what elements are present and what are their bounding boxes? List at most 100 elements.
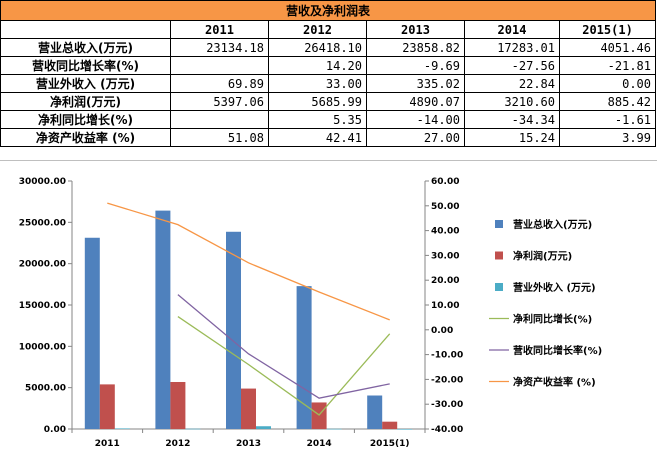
- column-header: 2014: [464, 20, 560, 39]
- table-cell: 5685.99: [268, 92, 367, 111]
- series-line: [177, 315, 391, 416]
- right-axis-tick-label: -40.00: [431, 425, 463, 435]
- table-title: 营收及净利润表: [0, 0, 657, 21]
- table-cell: 3.99: [558, 128, 657, 147]
- x-axis-tick-label: 2015(1): [370, 439, 410, 449]
- x-axis-tick-label: 2013: [236, 439, 261, 449]
- legend-label: 营业外收入 (万元): [513, 281, 596, 294]
- series-line: [177, 294, 390, 399]
- right-axis-tick-label: 60.00: [431, 177, 459, 187]
- combo-chart: 0.00 5000.00 10000.00 15000.00 20000.00 25000…: [0, 160, 657, 453]
- legend-label: 营业总收入(万元): [513, 218, 592, 231]
- column-header: 2012: [268, 20, 367, 39]
- bar: [296, 286, 312, 429]
- table-cell: 26418.10: [268, 38, 367, 57]
- table-cell: 5.35: [268, 110, 367, 129]
- left-axis-tick-label: 0.00: [44, 425, 66, 435]
- table-cell: 4890.07: [366, 92, 465, 111]
- right-axis-tick-label: 10.00: [431, 301, 459, 311]
- bar: [114, 428, 130, 430]
- bar: [170, 381, 186, 429]
- x-axis-tick-label: 2014: [307, 439, 332, 449]
- row-label: 净资产收益率 (%): [0, 128, 171, 147]
- bar: [397, 429, 413, 430]
- legend-label: 净资产收益率 (%): [513, 376, 596, 389]
- header-empty-cell: [0, 20, 171, 39]
- table-cell: -27.56: [464, 56, 560, 75]
- x-axis-tick-label: 2011: [95, 439, 120, 449]
- table-cell: -9.69: [366, 56, 465, 75]
- table-cell: -34.34: [464, 110, 560, 129]
- table-cell: -1.61: [558, 110, 657, 129]
- bar: [382, 421, 398, 429]
- table-row: 营收同比增长率(%) 14.20 -9.69 -27.56 -21.81: [0, 56, 657, 75]
- row-label: 营业总收入(万元): [0, 38, 171, 57]
- series-line: [107, 202, 390, 321]
- row-label: 营收同比增长率(%): [0, 56, 171, 75]
- right-axis-tick-label: 40.00: [431, 227, 459, 237]
- table-row: 净资产收益率 (%) 51.08 42.41 27.00 15.24 3.99: [0, 128, 657, 147]
- column-header: 2011: [170, 20, 269, 39]
- table-cell: 15.24: [464, 128, 560, 147]
- row-label: 营业外收入 (万元): [0, 74, 171, 93]
- table-cell: 23858.82: [366, 38, 465, 57]
- bar: [185, 428, 201, 430]
- right-axis-tick-label: 50.00: [431, 202, 459, 212]
- financial-table: 营收及净利润表 2011 2012 2013 2014 2015(1) 营业总收…: [0, 0, 657, 147]
- legend-swatch: [495, 251, 503, 260]
- table-cell: 335.02: [366, 74, 465, 93]
- table-cell: 3210.60: [464, 92, 560, 111]
- bar: [367, 395, 383, 429]
- table-cell: 42.41: [268, 128, 367, 147]
- chart-canvas: 0.00 5000.00 10000.00 15000.00 20000.00 25000…: [19, 177, 602, 449]
- table-cell: [170, 56, 269, 75]
- table-cell: 5397.06: [170, 92, 269, 111]
- bar: [241, 388, 256, 429]
- table-cell: 27.00: [366, 128, 465, 147]
- row-label: 净利润(万元): [0, 92, 171, 111]
- row-label: 净利同比增长(%): [0, 110, 171, 129]
- left-axis-tick-label: 5000.00: [25, 384, 66, 394]
- table-cell: 17283.01: [464, 38, 560, 57]
- table-cell: 14.20: [268, 56, 367, 75]
- right-axis-tick-label: 30.00: [431, 251, 459, 261]
- bar: [84, 237, 100, 429]
- right-axis-tick-label: -20.00: [431, 375, 463, 385]
- table-cell: 69.89: [170, 74, 269, 93]
- right-axis-tick-label: 20.00: [431, 276, 459, 286]
- bar: [99, 384, 115, 429]
- right-axis-tick-label: 0.00: [431, 326, 453, 336]
- table-cell: 22.84: [464, 74, 560, 93]
- table-header-row: 2011 2012 2013 2014 2015(1): [0, 20, 657, 39]
- legend-label: 净利同比增长(%): [513, 313, 592, 326]
- table-cell: 23134.18: [170, 38, 269, 57]
- legend-label: 净利润(万元): [513, 250, 572, 263]
- left-axis-tick-label: 10000.00: [19, 342, 66, 352]
- left-axis-tick-label: 25000.00: [19, 218, 66, 228]
- table-cell: 51.08: [170, 128, 269, 147]
- left-axis-tick-label: 20000.00: [19, 260, 66, 270]
- table-row: 净利同比增长(%) 5.35 -14.00 -34.34 -1.61: [0, 110, 657, 129]
- right-axis-tick-label: -10.00: [431, 351, 463, 361]
- right-axis-tick-label: -30.00: [431, 400, 463, 410]
- bar: [155, 210, 171, 429]
- left-axis-tick-label: 15000.00: [19, 301, 66, 311]
- table-cell: [170, 110, 269, 129]
- bar: [226, 231, 241, 429]
- column-header: 2015(1): [558, 20, 657, 39]
- left-axis-tick-label: 30000.00: [19, 177, 66, 187]
- table-cell: 33.00: [268, 74, 367, 93]
- legend-swatch: [495, 283, 503, 291]
- table-cell: -14.00: [366, 110, 465, 129]
- column-header: 2013: [366, 20, 465, 39]
- x-axis-tick-label: 2012: [165, 439, 190, 449]
- table-row: 营业总收入(万元) 23134.18 26418.10 23858.82 172…: [0, 38, 657, 57]
- table-cell: 885.42: [558, 92, 657, 111]
- table-cell: 4051.46: [558, 38, 657, 57]
- legend-label: 营收同比增长率(%): [513, 344, 602, 357]
- table-cell: 0.00: [558, 74, 657, 93]
- table-title-row: 营收及净利润表: [0, 0, 657, 21]
- bar: [256, 426, 271, 429]
- table-row: 营业外收入 (万元) 69.89 33.00 335.02 22.84 0.00: [0, 74, 657, 93]
